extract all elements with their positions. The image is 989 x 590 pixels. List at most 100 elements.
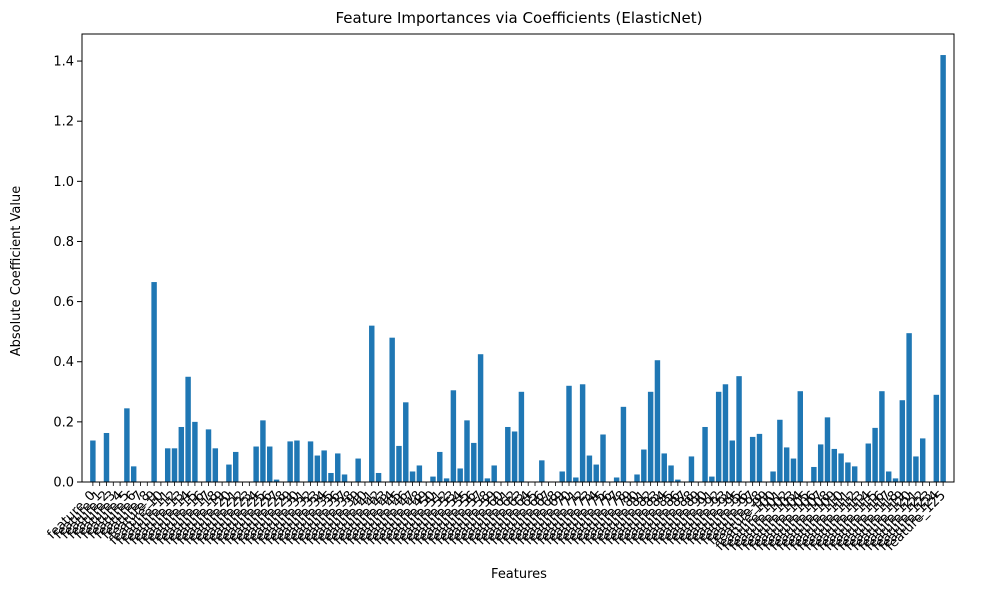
bar-feature-0 <box>90 440 96 482</box>
bar-feature-120 <box>906 333 912 482</box>
bar-feature-62 <box>511 431 518 482</box>
bar-feature-59 <box>491 465 497 482</box>
bar-feature-55 <box>464 420 470 482</box>
bar-feature-124 <box>933 394 940 482</box>
bar-feature-102 <box>783 447 790 482</box>
y-tick-label: 0.6 <box>53 295 74 310</box>
bar-feature-77 <box>613 477 620 482</box>
bar-feature-117 <box>885 471 892 482</box>
y-tick-label: 0.4 <box>53 355 74 370</box>
bar-feature-104 <box>797 391 803 482</box>
bar-feature-111 <box>845 462 851 482</box>
bar-feature-30 <box>294 440 300 482</box>
bar-feature-27 <box>273 479 280 482</box>
bar-feature-114 <box>865 443 872 482</box>
bar-feature-78 <box>620 406 627 482</box>
bar-feature-88 <box>688 456 695 482</box>
bar-feature-97 <box>749 436 756 482</box>
y-tick-label: 1.2 <box>53 115 74 130</box>
bar-feature-80 <box>634 474 640 482</box>
bar-feature-9 <box>151 282 157 482</box>
bar-feature-39 <box>355 458 361 482</box>
bar-feature-42 <box>375 472 382 482</box>
bar-feature-66 <box>539 460 545 482</box>
bar-feature-112 <box>851 466 858 482</box>
bar-feature-51 <box>437 451 443 482</box>
bar-feature-84 <box>661 453 667 482</box>
bar-feature-110 <box>838 453 844 482</box>
bar-feature-48 <box>416 465 423 482</box>
bar-feature-6 <box>130 466 137 482</box>
bar-feature-90 <box>702 426 708 482</box>
bar-feature-21 <box>233 451 239 482</box>
bar-feature-47 <box>409 471 416 482</box>
bar-feature-92 <box>715 391 722 482</box>
bar-feature-18 <box>212 448 219 482</box>
bar-feature-108 <box>824 417 831 482</box>
bar-feature-98 <box>756 433 763 482</box>
x-axis: feature_0feature_1feature_2feature_3feat… <box>44 482 949 554</box>
bar-feature-101 <box>777 419 783 482</box>
bar-feature-73 <box>586 455 593 482</box>
bar-feature-122 <box>919 438 926 482</box>
plot-frame <box>81 33 955 483</box>
bar-feature-63 <box>518 391 525 482</box>
bar-feature-36 <box>335 453 341 482</box>
bar-feature-44 <box>389 337 395 482</box>
y-tick-label: 1.0 <box>53 175 74 190</box>
bar-feature-121 <box>913 456 919 482</box>
bar-feature-57 <box>477 354 484 482</box>
bar-feature-72 <box>579 384 586 482</box>
bar-feature-54 <box>457 468 463 482</box>
bar-feature-70 <box>566 385 572 482</box>
bar-feature-81 <box>641 449 647 482</box>
bar-feature-118 <box>892 478 899 482</box>
bar-feature-109 <box>831 448 838 482</box>
bar-feature-13 <box>178 426 185 482</box>
bar-feature-41 <box>369 325 375 482</box>
bar-feature-17 <box>205 429 212 482</box>
bar-feature-85 <box>668 465 674 482</box>
bar-feature-46 <box>403 402 409 482</box>
bar-feature-100 <box>770 471 776 482</box>
bar-feature-106 <box>811 466 817 482</box>
bar-feature-95 <box>736 376 742 482</box>
bar-feature-125 <box>940 55 946 483</box>
bar-feature-74 <box>593 464 599 482</box>
y-tick-label: 1.4 <box>53 55 74 70</box>
bar-feature-91 <box>709 476 715 482</box>
bar-feature-71 <box>573 477 579 482</box>
chart-title: Feature Importances via Coefficients (El… <box>336 9 703 27</box>
bar-feature-34 <box>321 450 327 482</box>
bar-feature-69 <box>559 471 565 482</box>
bars-group <box>90 55 946 483</box>
bar-feature-61 <box>505 426 511 482</box>
bar-feature-37 <box>341 474 348 482</box>
bar-feature-107 <box>817 444 824 482</box>
bar-feature-45 <box>396 445 402 482</box>
bar-feature-50 <box>430 476 436 482</box>
bar-feature-32 <box>307 441 314 482</box>
y-tick-label: 0.8 <box>53 235 74 250</box>
bar-feature-24 <box>253 446 259 482</box>
bar-feature-83 <box>654 360 661 482</box>
bar-feature-20 <box>226 464 232 482</box>
y-tick-label: 0.0 <box>53 476 74 491</box>
y-axis: 0.0 0.2 0.4 0.6 0.8 1.0 1.2 1.4 <box>53 55 82 491</box>
bar-feature-115 <box>872 427 878 482</box>
bar-feature-33 <box>314 455 321 482</box>
bar-feature-94 <box>729 440 735 482</box>
bar-feature-119 <box>899 400 906 482</box>
bar-feature-26 <box>267 446 273 482</box>
bar-feature-5 <box>124 408 130 482</box>
x-axis-title: Features <box>491 567 547 582</box>
bar-feature-35 <box>328 472 334 482</box>
bar-feature-2 <box>103 432 110 482</box>
bar-feature-116 <box>879 391 885 482</box>
bar-feature-103 <box>790 458 797 482</box>
bar-feature-11 <box>164 448 171 482</box>
bar-feature-53 <box>450 390 457 482</box>
bar-feature-29 <box>287 441 293 482</box>
bar-feature-52 <box>443 478 450 482</box>
bar-feature-75 <box>600 434 606 482</box>
